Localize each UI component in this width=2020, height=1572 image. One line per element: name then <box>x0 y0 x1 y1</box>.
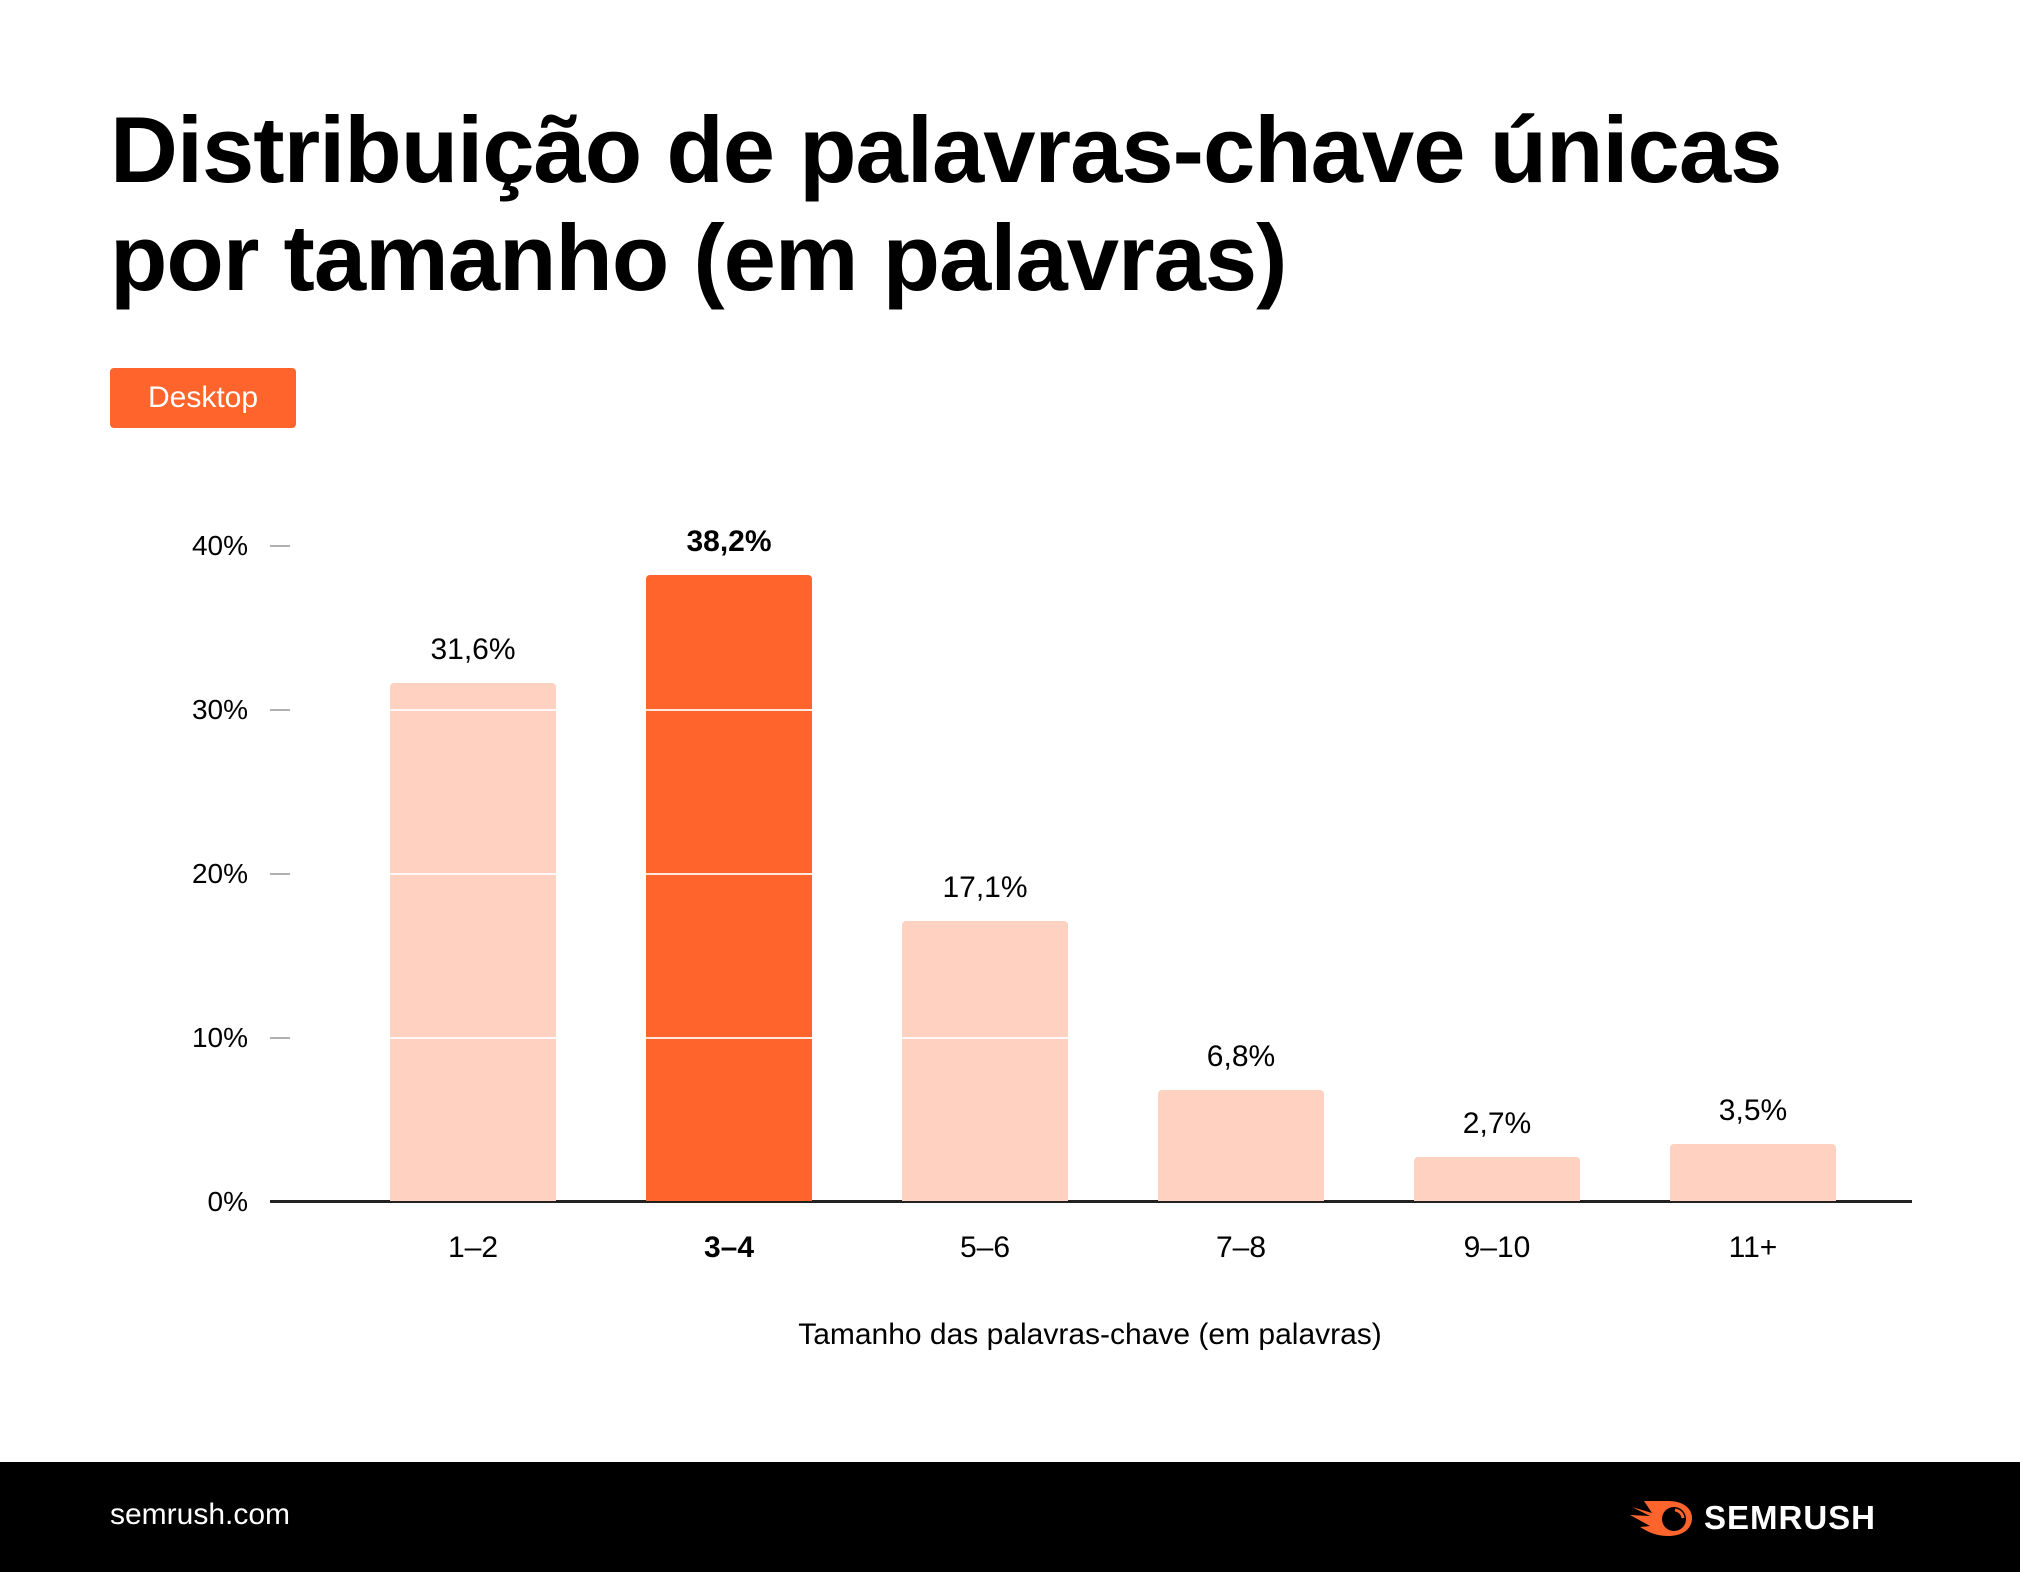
footer: semrush.com SEMRUSH <box>0 1462 2020 1572</box>
bar-value-label: 2,7% <box>1462 1107 1532 1141</box>
gridline <box>646 872 812 875</box>
x-axis-title: Tamanho das palavras-chave (em palavras) <box>798 1318 1382 1351</box>
chart-title: Distribuição de palavras-chave únicas po… <box>110 96 1810 312</box>
bar-value-label: 38,2% <box>686 525 772 559</box>
x-tick-label: 1–2 <box>447 1231 499 1264</box>
semrush-fireball-icon <box>1630 1501 1692 1536</box>
bar-value-label: 17,1% <box>942 871 1028 905</box>
y-tick-label: 20% <box>191 857 248 889</box>
y-tick-mark <box>270 1036 290 1039</box>
x-axis-line <box>270 1200 1912 1203</box>
footer-site-link[interactable]: semrush.com <box>110 1498 291 1531</box>
x-tick-label: 3–4 <box>703 1231 755 1264</box>
x-tick-label: 9–10 <box>1463 1231 1531 1264</box>
x-tick-label: 7–8 <box>1215 1231 1267 1264</box>
gridline <box>390 872 556 875</box>
bar-chart: Tamanho das palavras-chave (em palavras)… <box>191 525 1912 1351</box>
semrush-logo[interactable]: SEMRUSH <box>1630 1498 1876 1538</box>
bar-11+[interactable] <box>1670 1144 1836 1202</box>
y-tick-label: 40% <box>191 529 248 561</box>
device-badge: Desktop <box>110 368 296 428</box>
bar-7–8[interactable] <box>1158 1089 1324 1202</box>
y-tick-label: 30% <box>191 693 248 725</box>
y-tick-label: 10% <box>191 1021 248 1053</box>
y-tick-mark <box>270 544 290 547</box>
y-tick-label: 0% <box>207 1185 248 1217</box>
chart-title-line-1: Distribuição de palavras-chave únicas <box>110 97 1782 202</box>
bar-1–2[interactable] <box>390 683 556 1202</box>
bar-5–6[interactable] <box>902 921 1068 1202</box>
chart-title-line-2: por tamanho (em palavras) <box>110 205 1287 310</box>
bar-value-label: 6,8% <box>1206 1039 1276 1073</box>
gridline <box>902 1036 1068 1039</box>
bar-9–10[interactable] <box>1414 1157 1580 1202</box>
y-tick-mark <box>270 708 290 711</box>
bar-value-label: 3,5% <box>1718 1094 1788 1128</box>
bar-value-label: 31,6% <box>430 633 516 667</box>
gridline <box>646 1036 812 1039</box>
bar-3–4[interactable] <box>646 575 812 1202</box>
gridline <box>646 708 812 711</box>
x-tick-label: 5–6 <box>959 1231 1011 1264</box>
gridline <box>390 708 556 711</box>
gridline <box>390 1036 556 1039</box>
x-tick-label: 11+ <box>1728 1231 1778 1264</box>
y-tick-mark <box>270 872 290 875</box>
semrush-wordmark: SEMRUSH <box>1704 1499 1877 1536</box>
